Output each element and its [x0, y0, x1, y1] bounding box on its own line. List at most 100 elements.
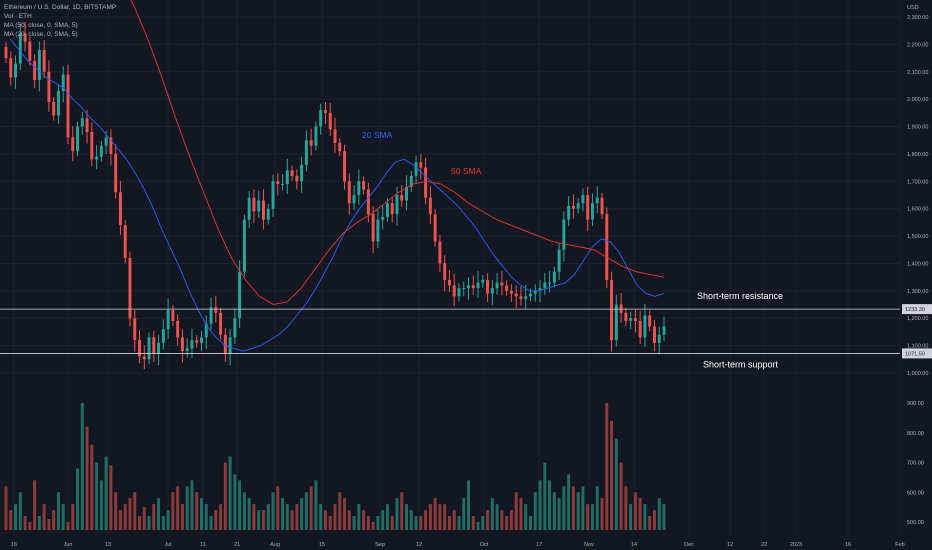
volume-bar: [610, 420, 614, 530]
volume-bar: [581, 486, 585, 530]
candle-body: [591, 203, 594, 220]
time-tick-label: Oct: [480, 542, 489, 548]
volume-bar: [118, 510, 122, 530]
sma20-label: 20 SMA: [362, 130, 393, 140]
candle-body: [476, 282, 480, 289]
time-tick-label: Jun: [64, 542, 73, 548]
volume-bar: [76, 468, 79, 530]
candle-body: [180, 337, 184, 352]
volume-bar: [295, 504, 299, 530]
candle-body: [238, 271, 242, 319]
candle-body: [419, 162, 423, 168]
volume-legend[interactable]: Vol · ETH: [4, 13, 32, 20]
candle-body: [18, 33, 22, 64]
candle-body: [56, 90, 60, 116]
volume-bar: [657, 498, 661, 530]
candle-body: [104, 137, 108, 146]
ma50-legend[interactable]: MA (50, close, 0, SMA, 5): [4, 22, 78, 29]
candle-body: [85, 118, 89, 133]
volume-bar: [114, 492, 118, 530]
volume-bar: [37, 516, 41, 530]
volume-bar: [285, 504, 289, 530]
candle-body: [114, 153, 118, 193]
volume-bar: [323, 510, 327, 530]
volume-bar: [85, 426, 89, 530]
ma20-legend[interactable]: MA (20, close, 0, SMA, 5): [4, 31, 78, 38]
candle-body: [123, 225, 127, 258]
time-axis[interactable]: 16 Jun 13 Jul 11 21 Aug 15 Sep 12 Oct 17 Nov 14 Dec 12 2…: [11, 542, 905, 548]
volume-bar: [481, 516, 485, 530]
candle-body: [266, 208, 270, 220]
chart-legend: Ethereum / U.S. Dollar, 1D, BITSTAMP Vol…: [4, 3, 116, 39]
candle-body: [343, 151, 347, 182]
candle-body: [9, 58, 13, 78]
volume-bar: [557, 498, 561, 530]
volume-bar: [33, 480, 37, 530]
candle-body: [228, 337, 232, 354]
level-price-text: 1233.30: [905, 307, 925, 313]
price-tick-label: 1,900.00: [907, 125, 928, 131]
moving-averages: [9, 0, 665, 352]
volume-bar: [438, 504, 442, 530]
volume-bar: [157, 498, 161, 530]
volume-bar: [505, 516, 509, 530]
volume-bar: [652, 510, 656, 530]
volume-bar: [128, 498, 132, 530]
candle-body: [633, 318, 637, 321]
candle-body: [638, 320, 642, 338]
candle-body: [99, 145, 103, 157]
candle-body: [200, 337, 203, 343]
candle-body: [428, 197, 432, 215]
volume-bar: [328, 516, 332, 530]
volume-bar: [643, 504, 647, 530]
volume-bar: [147, 516, 151, 530]
volume-bar: [509, 510, 513, 530]
candle-body: [118, 192, 122, 226]
volume-bar: [290, 510, 294, 530]
volume-bar: [567, 474, 571, 530]
symbol-title[interactable]: Ethereum / U.S. Dollar, 1D, BITSTAMP: [4, 4, 117, 11]
candle-body: [509, 290, 513, 294]
volume-bar: [99, 480, 103, 530]
time-tick-label: Jul: [164, 542, 171, 548]
volume-tick-label: 700.00: [907, 461, 924, 467]
price-tick-label: 1,400.00: [907, 261, 928, 267]
volume-bar: [462, 498, 466, 530]
time-tick-label: 12: [416, 542, 422, 548]
candle-body: [457, 288, 461, 297]
volume-bar: [366, 516, 370, 530]
price-tick-label: 2,300.00: [907, 15, 928, 21]
candle-body: [185, 348, 189, 352]
candle-body: [14, 63, 18, 78]
candle-body: [376, 219, 380, 242]
volume-bar: [433, 498, 437, 530]
candle-body: [433, 214, 437, 242]
candle-body: [514, 293, 518, 297]
sma50-line: [130, 0, 665, 305]
candle-body: [309, 140, 313, 146]
candle-body: [471, 285, 475, 289]
volume-bar: [204, 504, 208, 530]
volume-bar: [619, 462, 623, 530]
candle-body: [486, 279, 490, 294]
volume-bar: [600, 498, 604, 530]
candle-body: [519, 296, 523, 300]
volume-tick-label: 600.00: [907, 490, 924, 496]
volume-bar: [533, 492, 537, 530]
sma50-label: 50 SMA: [451, 166, 482, 176]
time-tick-label: 14: [631, 542, 637, 548]
price-axis[interactable]: 2,300.00 2,200.00 2,100.00 2,000.00 1,900.00…: [907, 5, 928, 526]
volume-bar: [166, 510, 170, 530]
volume-bar: [633, 492, 637, 530]
candle-body: [61, 74, 65, 91]
volume-bar: [228, 456, 232, 530]
candle-body: [37, 49, 41, 80]
volume-bar: [419, 516, 423, 530]
volume-bar: [257, 510, 261, 530]
volume-bar: [300, 498, 304, 530]
volume-bar: [152, 504, 156, 530]
volume-bar: [319, 504, 323, 530]
candle-body: [467, 285, 470, 289]
volume-bar: [123, 504, 127, 530]
